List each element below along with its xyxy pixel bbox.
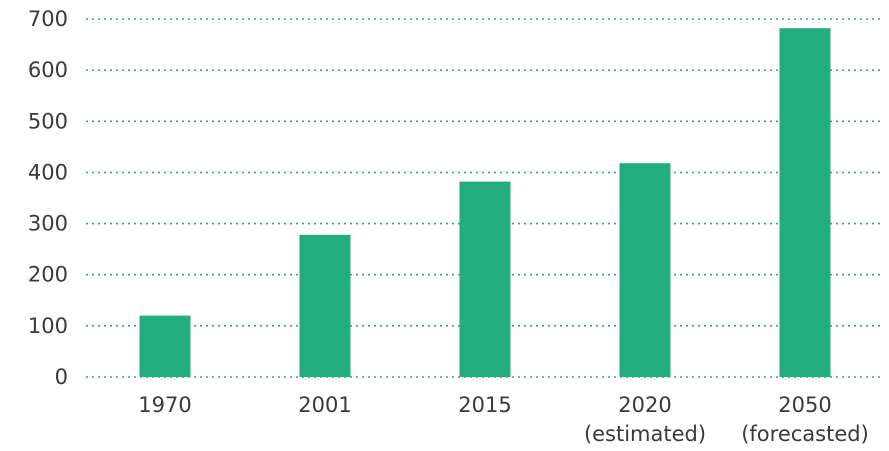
y-tick-label: 400 bbox=[28, 160, 68, 184]
y-tick-label: 600 bbox=[28, 58, 68, 82]
gridlines bbox=[86, 18, 884, 378]
bar-2015 bbox=[459, 181, 511, 377]
x-axis-category-labels: 1970 2001 2015 2020 (estimated) 2050 (forecast… bbox=[138, 393, 869, 446]
y-tick-label: 300 bbox=[28, 212, 68, 236]
y-tick-label: 0 bbox=[55, 365, 68, 389]
x-category-label: 2015 bbox=[458, 393, 511, 417]
bar-2050 bbox=[779, 28, 831, 377]
x-category-sublabel: (forecasted) bbox=[741, 422, 869, 446]
x-category-sublabel: (estimated) bbox=[584, 422, 706, 446]
x-category-label: 2020 bbox=[618, 393, 671, 417]
bars bbox=[139, 28, 831, 377]
y-tick-label: 700 bbox=[28, 7, 68, 31]
bar-2020 bbox=[619, 163, 671, 377]
x-category-label: 2001 bbox=[298, 393, 351, 417]
y-tick-label: 500 bbox=[28, 109, 68, 133]
x-category-label: 1970 bbox=[138, 393, 191, 417]
y-tick-label: 100 bbox=[28, 314, 68, 338]
x-category-label: 2050 bbox=[778, 393, 831, 417]
y-tick-label: 200 bbox=[28, 263, 68, 287]
bar-1970 bbox=[139, 315, 191, 377]
bar-2001 bbox=[299, 234, 351, 377]
y-axis-tick-labels: 0 100 200 300 400 500 600 700 bbox=[28, 7, 68, 389]
